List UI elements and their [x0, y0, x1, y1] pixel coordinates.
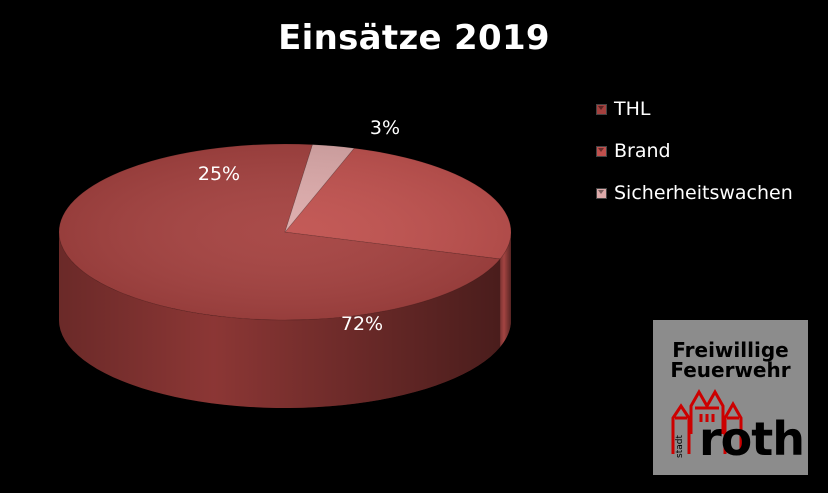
logo-city-name: roth: [699, 412, 805, 466]
logo-stadt-label: stadt: [675, 435, 685, 458]
legend-item-thl: THL: [596, 88, 793, 130]
legend-label: Brand: [614, 140, 671, 162]
chart-legend: THL Brand Sicherheitswachen: [596, 88, 793, 214]
chart-title: Einsätze 2019: [278, 18, 550, 58]
legend-label: Sicherheitswachen: [614, 182, 793, 204]
data-label-brand: 25%: [198, 163, 240, 185]
pie-top-shading: [59, 144, 511, 320]
logo-line-1: Freiwillige: [672, 338, 789, 362]
legend-item-brand: Brand: [596, 130, 793, 172]
pie-side-shade: [500, 232, 511, 347]
pie-side-shade: [59, 232, 501, 408]
legend-swatch: [596, 187, 607, 199]
castle-icon: [671, 388, 743, 454]
legend-swatch: [596, 145, 607, 157]
data-label-thl: 72%: [341, 313, 383, 335]
data-label-sicherheitswachen: 3%: [370, 117, 400, 139]
legend-item-sicherheitswachen: Sicherheitswachen: [596, 172, 793, 214]
logo-line-2: Feuerwehr: [670, 358, 791, 382]
legend-label: THL: [614, 98, 651, 120]
fire-department-logo: Freiwillige Feuerwehr stadt roth: [653, 320, 808, 475]
legend-swatch: [596, 103, 607, 115]
